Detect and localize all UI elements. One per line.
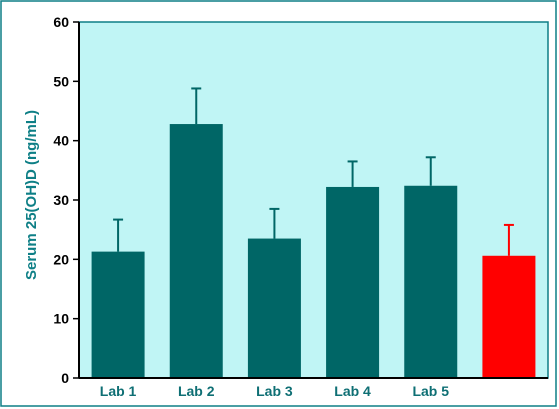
y-tick-label: 60	[53, 14, 69, 30]
y-tick-label: 0	[61, 370, 69, 386]
x-tick-label: Lab 1	[100, 383, 137, 399]
bar	[91, 251, 145, 378]
x-tick-label: Lab 3	[256, 383, 293, 399]
bar	[326, 186, 380, 378]
x-tick-label: Lab 5	[412, 383, 449, 399]
bars-group	[91, 124, 536, 378]
x-ticks-group: Lab 1 Lab 2 Lab 3 Lab 4 Lab 5	[100, 383, 449, 399]
bar	[169, 124, 223, 378]
bar	[482, 255, 536, 378]
bar	[247, 238, 301, 378]
y-tick-label: 30	[53, 192, 69, 208]
y-axis-label: Serum 25(OH)D (ng/mL)	[23, 110, 40, 280]
y-tick-label: 10	[53, 311, 69, 327]
y-tick-label: 40	[53, 133, 69, 149]
y-tick-label: 20	[53, 251, 69, 267]
bar	[404, 185, 458, 378]
x-tick-label: Lab 2	[178, 383, 215, 399]
x-tick-label: Lab 4	[334, 383, 371, 399]
y-ticks-group: 0 10 20 30 40 50 60	[53, 14, 79, 386]
error-bars-group	[113, 87, 514, 256]
plot-area	[78, 21, 549, 379]
y-tick-label: 50	[53, 73, 69, 89]
